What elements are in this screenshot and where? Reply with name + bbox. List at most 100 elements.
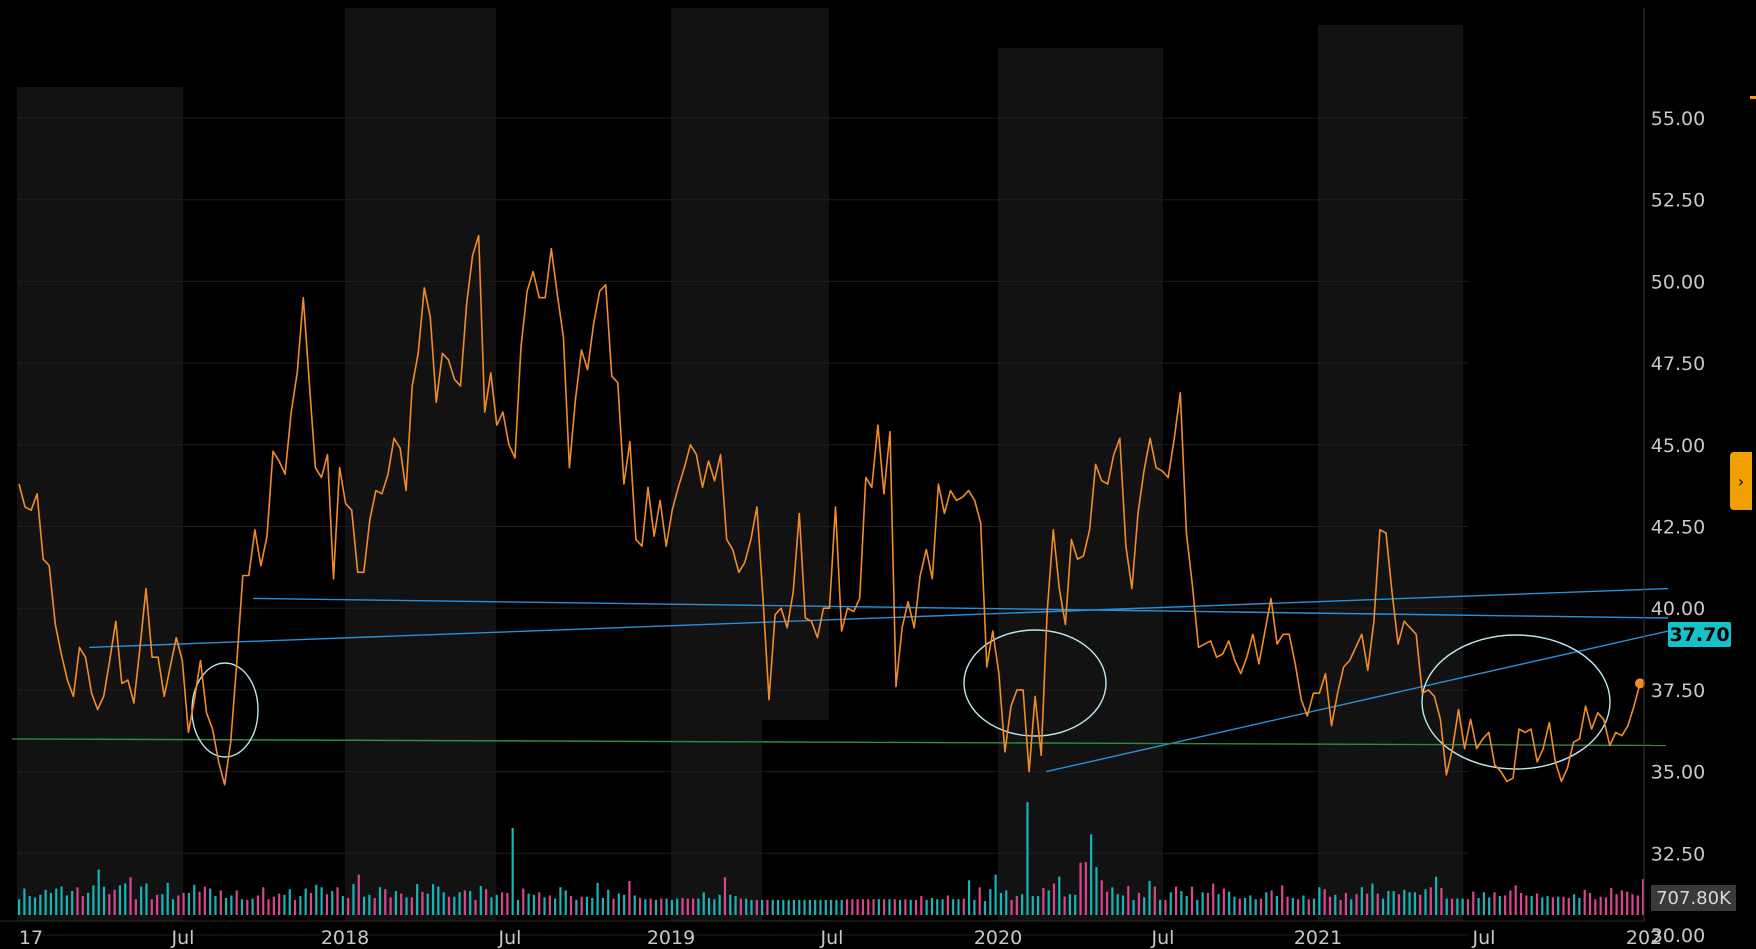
volume-bar	[936, 899, 939, 915]
volume-bar	[187, 892, 191, 915]
volume-bar	[814, 899, 817, 915]
volume-bar	[1408, 892, 1411, 915]
y-tick-label: 35.00	[1651, 762, 1705, 784]
volume-bar	[1599, 896, 1602, 915]
volume-bar	[649, 898, 652, 915]
volume-bar	[384, 889, 387, 915]
volume-bar	[320, 887, 323, 915]
volume-bar	[193, 884, 196, 915]
volume-bar	[426, 893, 429, 915]
volume-bar	[909, 899, 912, 915]
volume-bar	[293, 899, 297, 915]
volume-bar	[867, 899, 870, 915]
volume-bar	[1424, 889, 1427, 915]
volume-bar	[1514, 885, 1517, 915]
shade-band	[345, 8, 496, 921]
volume-bar	[1052, 883, 1056, 915]
volume-bar	[1116, 894, 1119, 915]
volume-bar	[1010, 899, 1013, 915]
volume-bar	[394, 891, 398, 915]
volume-bar	[1567, 897, 1570, 915]
chevron-right-icon[interactable]: ›	[1730, 452, 1752, 510]
volume-bar	[665, 898, 668, 915]
volume-bar	[1429, 887, 1432, 915]
volume-bar	[734, 896, 737, 915]
volume-bar	[824, 899, 827, 915]
volume-bar	[1626, 891, 1629, 915]
x-tick-label: Jul	[498, 927, 522, 949]
volume-bar	[973, 899, 976, 915]
volume-bar	[1137, 892, 1141, 915]
trend-line	[89, 587, 1669, 649]
volume-bar	[729, 894, 732, 915]
volume-bar	[1551, 897, 1554, 915]
volume-bar	[118, 885, 122, 915]
volume-bar	[920, 896, 923, 915]
volume-bar	[957, 899, 960, 915]
volume-bar	[994, 874, 997, 915]
volume-bar	[1334, 894, 1337, 915]
volume-bar	[1105, 891, 1109, 915]
volume-bar	[654, 899, 658, 915]
volume-bar	[872, 899, 875, 915]
volume-bar	[697, 898, 700, 915]
volume-bar	[559, 887, 562, 915]
shade-band	[1318, 25, 1463, 921]
volume-bar	[389, 897, 392, 915]
volume-bar	[1535, 893, 1539, 915]
y-tick-label: 42.50	[1651, 517, 1705, 539]
volume-bar	[930, 897, 934, 915]
volume-bar	[1450, 898, 1454, 915]
volume-bar	[633, 895, 636, 915]
volume-bar	[585, 896, 589, 915]
volume-bar	[925, 899, 928, 915]
volume-bar	[670, 899, 673, 915]
volume-bar	[1387, 891, 1390, 915]
trend-line	[253, 597, 1669, 619]
volume-bar	[623, 894, 626, 915]
volume-bar	[1127, 886, 1130, 915]
volume-bar	[325, 894, 329, 915]
volume-bar	[1631, 894, 1634, 915]
volume-bar	[1509, 890, 1512, 915]
volume-bar	[516, 899, 520, 915]
volume-bar	[1217, 894, 1220, 915]
volume-bar	[171, 899, 175, 915]
volume-bar	[331, 891, 334, 915]
volume-bar	[256, 895, 260, 915]
volume-bar	[81, 896, 84, 915]
volume-bar	[898, 899, 902, 915]
volume-bar	[1297, 899, 1300, 915]
volume-bar	[1286, 896, 1289, 915]
volume-bar	[1254, 899, 1257, 915]
volume-bar	[548, 895, 551, 915]
volume-bar	[1026, 802, 1029, 915]
volume-bar	[1005, 890, 1008, 915]
volume-bar	[108, 894, 111, 915]
volume-bar	[150, 899, 153, 915]
volume-bar	[421, 891, 424, 915]
volume-bar	[819, 899, 822, 915]
volume-bar	[569, 896, 573, 915]
volume-bar	[410, 897, 413, 915]
x-tick-label: 2020	[974, 927, 1022, 949]
volume-bar	[1212, 883, 1215, 915]
volume-bar	[745, 898, 748, 915]
volume-bar	[431, 884, 435, 915]
volume-bar	[1063, 896, 1066, 915]
volume-bar	[240, 899, 244, 915]
x-tick-label: 2018	[321, 927, 369, 949]
volume-bar	[787, 899, 790, 915]
volume-bar	[474, 899, 477, 915]
volume-bar	[97, 869, 100, 915]
volume-bar	[771, 899, 774, 915]
volume-bar	[808, 899, 811, 915]
volume-bar	[612, 898, 615, 915]
volume-bar	[792, 899, 796, 915]
volume-bar	[1323, 889, 1326, 915]
volume-bar	[209, 888, 212, 915]
volume-bar	[702, 892, 705, 915]
volume-bar	[1413, 892, 1416, 915]
volume-bar	[283, 894, 286, 915]
